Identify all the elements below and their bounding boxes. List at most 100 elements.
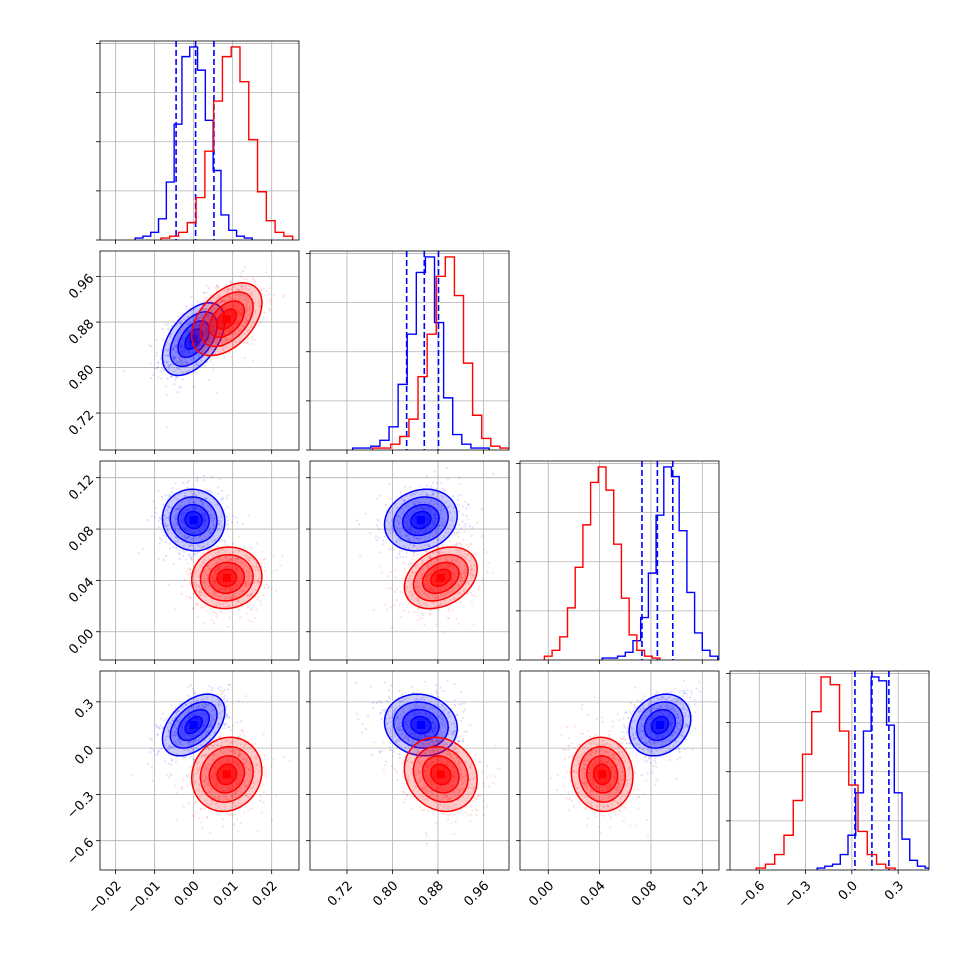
scatter-point [147,519,149,521]
scatter-point [223,711,225,713]
y-tick-label: 0.3 [72,697,97,722]
scatter-point [238,609,240,611]
scatter-point [201,827,203,829]
scatter-point [400,616,402,618]
scatter-point [189,336,191,338]
scatter-point [178,387,180,389]
scatter-point [156,354,158,356]
scatter-point [184,578,186,580]
scatter-point [209,489,211,491]
scatter-point [205,605,207,607]
scatter-point [216,287,218,289]
scatter-point [208,537,210,539]
scatter-point [269,302,271,304]
scatter-point [228,813,230,815]
scatter-point [155,339,157,341]
scatter-point [178,549,180,551]
scatter-point [201,604,203,606]
scatter-point [262,801,264,803]
scatter-point [222,826,224,828]
scatter-point [211,687,213,689]
scatter-point [234,814,236,816]
scatter-point [270,300,272,302]
scatter-point [398,690,400,692]
scatter-point [462,740,464,742]
scatter-point [435,684,437,686]
x-tick-label: 0.01 [211,878,242,909]
scatter-point [196,604,198,606]
scatter-point [204,297,206,299]
scatter-point [271,765,273,767]
scatter-point [447,532,449,534]
scatter-point [492,572,494,574]
scatter-point [179,553,181,555]
scatter-point [190,295,192,297]
scatter-point [262,766,264,768]
scatter-point [195,553,197,555]
scatter-point [195,480,197,482]
scatter-point [469,724,471,726]
scatter-point [462,520,464,522]
scatter-point [197,616,199,618]
scatter-point [264,557,266,559]
scatter-point [265,773,267,775]
scatter-point [233,823,235,825]
scatter-point [442,690,444,692]
scatter-point [202,479,204,481]
scatter-point [188,339,190,341]
scatter-point [281,555,283,557]
scatter-point [484,548,486,550]
mode-marker [223,574,231,582]
scatter-point [443,490,445,492]
scatter-point [393,604,395,606]
scatter-point [263,586,265,588]
scatter-point [435,533,437,535]
scatter-point [190,363,192,365]
scatter-point [200,606,202,608]
mode-marker [223,770,231,778]
scatter-point [243,278,245,280]
scatter-point [448,610,450,612]
scatter-point [203,364,205,366]
scatter-point [172,348,174,350]
panel-frame [100,41,299,240]
scatter-point [492,473,494,475]
scatter-point [206,489,208,491]
scatter-point [444,631,446,633]
scatter-point [417,553,419,555]
scatter-point [375,535,377,537]
scatter-point [169,773,171,775]
scatter-point [188,583,190,585]
scatter-point [388,696,390,698]
scatter-point [386,609,388,611]
scatter-point [209,831,211,833]
scatter-point [437,609,439,611]
scatter-point [454,544,456,546]
scatter-point [423,548,425,550]
scatter-point [458,510,460,512]
scatter-point [417,619,419,621]
scatter-point [252,278,254,280]
scatter-point [222,498,224,500]
scatter-point [400,591,402,593]
scatter-point [221,691,223,693]
scatter-point [178,358,180,360]
scatter-point [226,495,228,497]
scatter-point [173,563,175,565]
scatter-point [211,476,213,478]
scatter-point [165,555,167,557]
scatter-point [195,801,197,803]
scatter-point [131,774,133,776]
y-tick-label: 0.80 [66,362,97,393]
scatter-point [164,760,166,762]
scatter-point [275,795,277,797]
histogram-blue [602,467,718,660]
scatter-point [460,527,462,529]
y-tick-label: 0.00 [66,626,97,657]
scatter-point [207,816,209,818]
scatter-point [447,680,449,682]
scatter-point [240,822,242,824]
scatter-point [217,546,219,548]
scatter-point [166,774,168,776]
